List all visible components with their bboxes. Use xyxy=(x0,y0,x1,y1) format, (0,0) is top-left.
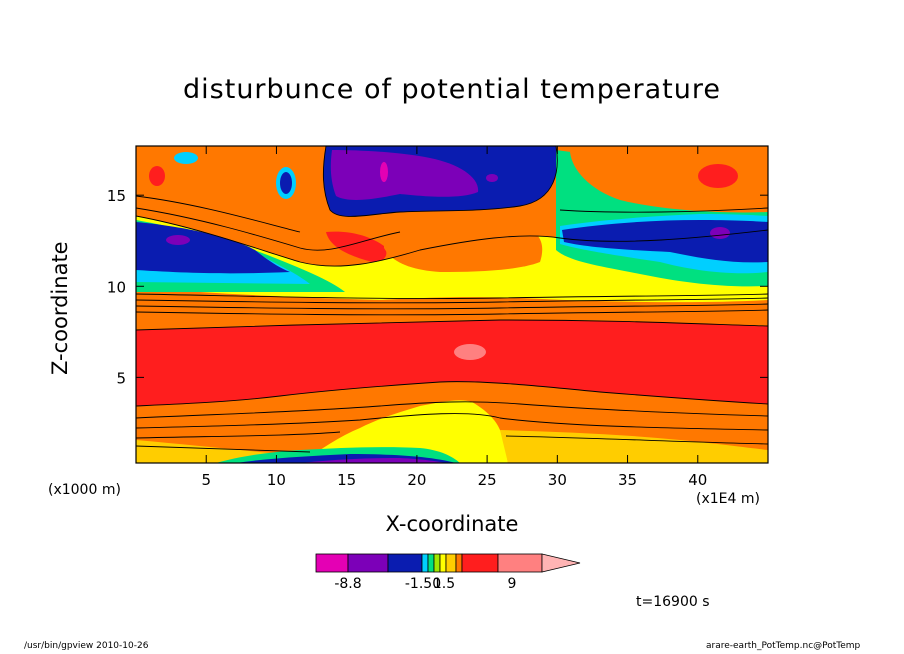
field-red-band xyxy=(136,320,768,406)
colorbar-segment xyxy=(461,553,499,573)
heatmap-field xyxy=(136,146,768,463)
field-blue-left xyxy=(136,222,290,274)
colorbar-segment xyxy=(427,553,435,573)
field-red-upper-left xyxy=(149,166,165,186)
x-tick-label: 15 xyxy=(337,471,356,489)
x-unit-note: (x1000 m) xyxy=(48,482,121,498)
field-magenta-top xyxy=(380,162,388,182)
y-ticks: 5 10 15 xyxy=(107,187,768,387)
field-pink-center xyxy=(454,344,486,360)
x-ticks: 5 10 15 20 25 30 35 40 xyxy=(201,146,707,489)
chart-title: disturbunce of potential temperature xyxy=(183,74,721,105)
colorbar-segment xyxy=(497,553,543,573)
colorbar-label: -1.50 xyxy=(405,576,441,592)
y-tick-label: 5 xyxy=(116,369,126,387)
colorbar-label: 1.5 xyxy=(433,576,455,592)
x-tick-label: 35 xyxy=(618,471,637,489)
field-purple-top xyxy=(330,150,479,200)
footer-file: arare-earth_PotTemp.nc@PotTemp xyxy=(706,641,861,651)
footer-program: /usr/bin/gpview 2010-10-26 xyxy=(24,641,149,651)
x-tick-label: 40 xyxy=(688,471,707,489)
colorbar-segment xyxy=(445,553,457,573)
field-purple-bottom xyxy=(300,458,446,463)
colorbar-segment xyxy=(347,553,389,573)
contour-lines xyxy=(136,146,768,453)
colorbar-segment xyxy=(315,553,349,573)
colorbar: -8.8 -1.501.5 9 xyxy=(315,553,581,592)
y-axis-label: Z-coordinate xyxy=(48,241,72,375)
colorbar-segment xyxy=(439,553,447,573)
plot-frame xyxy=(135,145,769,464)
colorbar-label: -8.8 xyxy=(334,576,361,592)
x-tick-label: 30 xyxy=(548,471,567,489)
colorbar-segment xyxy=(433,553,441,573)
colorbar-label: 9 xyxy=(508,576,517,592)
x-tick-label: 25 xyxy=(478,471,497,489)
colorbar-segment xyxy=(387,553,423,573)
field-red-upper-right xyxy=(698,164,738,188)
field-yellow-lower xyxy=(300,400,508,463)
colorbar-segment xyxy=(455,553,463,573)
field-purple-left xyxy=(166,235,190,245)
colorbar-arrow xyxy=(541,553,581,573)
y-tick-label: 10 xyxy=(107,278,126,296)
x-scale-note: (x1E4 m) xyxy=(696,491,760,507)
x-tick-label: 20 xyxy=(407,471,426,489)
x-tick-label: 10 xyxy=(267,471,286,489)
x-axis-label: X-coordinate xyxy=(385,512,519,536)
time-label: t=16900 s xyxy=(636,594,710,610)
colorbar-segment xyxy=(421,553,429,573)
x-tick-label: 5 xyxy=(201,471,211,489)
y-tick-label: 15 xyxy=(107,187,126,205)
